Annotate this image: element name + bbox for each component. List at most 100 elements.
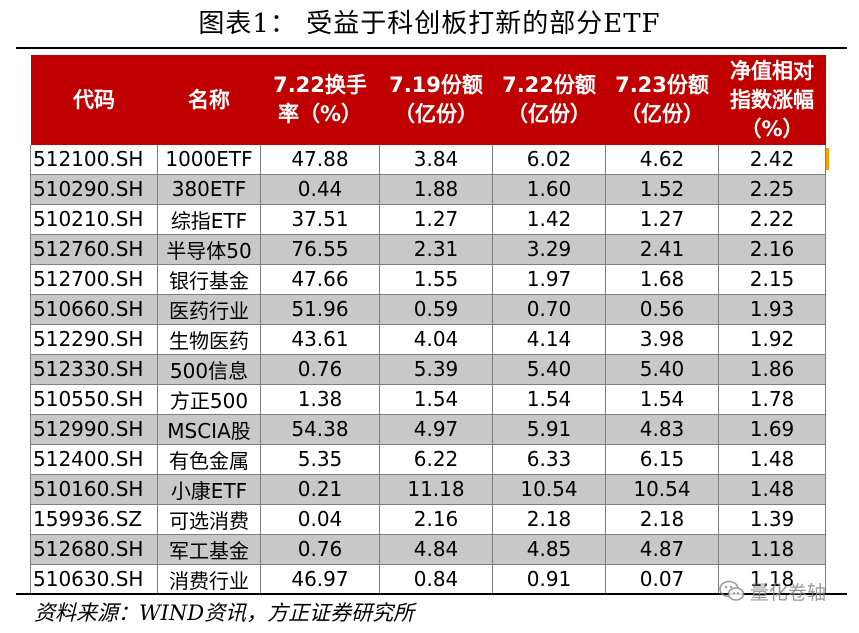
wechat-icon xyxy=(719,580,745,601)
column-header: 代码 xyxy=(30,55,158,145)
table-row: 512700.SH 银行基金 47.66 1.55 1.97 1.68 2.15 xyxy=(30,264,826,295)
table-cell: 512100.SH xyxy=(30,145,158,175)
table-cell: 4.87 xyxy=(605,534,719,565)
table-cell: 43.61 xyxy=(260,324,380,355)
table-cell: 2.16 xyxy=(379,504,493,535)
table-cell: 小康ETF xyxy=(157,474,261,505)
table-cell: 1.54 xyxy=(605,384,719,415)
table-cell: 512680.SH xyxy=(30,534,158,565)
column-header-line: 名称 xyxy=(188,87,230,112)
table-cell: 1.69 xyxy=(718,414,826,445)
column-header-line: （亿份） xyxy=(620,102,704,126)
table-cell: 6.33 xyxy=(492,444,606,475)
table-cell: 银行基金 xyxy=(157,264,261,295)
accent-mark xyxy=(826,148,829,170)
table-cell: 6.15 xyxy=(605,444,719,475)
bottom-rule xyxy=(16,593,847,595)
source-note: 资料来源：WIND资讯，方正证券研究所 xyxy=(34,601,415,625)
table-cell: 0.04 xyxy=(260,504,380,535)
table-cell: 有色金属 xyxy=(157,444,261,475)
table-cell: 159936.SZ xyxy=(30,504,158,535)
table-cell: 1.54 xyxy=(492,384,606,415)
table-cell: 512760.SH xyxy=(30,234,158,265)
column-header-line: 净值相对 xyxy=(730,58,814,83)
table-cell: 0.59 xyxy=(379,294,493,325)
table-cell: 380ETF xyxy=(157,174,261,205)
column-header-line: 7.22份额 xyxy=(502,73,596,97)
table-cell: 2.18 xyxy=(605,504,719,535)
table-cell: 2.18 xyxy=(492,504,606,535)
watermark: 量化卷轴 xyxy=(718,576,848,606)
table-cell: 1.48 xyxy=(718,474,826,505)
table-row: 510210.SH 综指ETF 37.51 1.27 1.42 1.27 2.22 xyxy=(30,204,826,235)
table-cell: 1.55 xyxy=(379,264,493,295)
table-cell: 2.41 xyxy=(605,234,719,265)
table-row: 512330.SH 500信息 0.76 5.39 5.40 5.40 1.86 xyxy=(30,354,826,385)
table-cell: 5.39 xyxy=(379,354,493,385)
table-row: 512760.SH 半导体50 76.55 2.31 3.29 2.41 2.16 xyxy=(30,234,826,265)
column-header-line: （亿份） xyxy=(394,102,478,126)
table-cell: 512700.SH xyxy=(30,264,158,295)
table-cell: 1.27 xyxy=(605,204,719,235)
table-row: 512680.SH 军工基金 0.76 4.84 4.85 4.87 1.18 xyxy=(30,534,826,565)
table-cell: 76.55 xyxy=(260,234,380,265)
table-cell: 3.29 xyxy=(492,234,606,265)
column-header: 7.22份额 （亿份） xyxy=(492,55,606,145)
table-cell: 2.31 xyxy=(379,234,493,265)
column-header: 名称 xyxy=(157,55,261,145)
table-row: 512990.SH MSCIA股 54.38 4.97 5.91 4.83 1.69 xyxy=(30,414,826,445)
table-cell: 方正500 xyxy=(157,384,261,415)
table-cell: 512330.SH xyxy=(30,354,158,385)
column-header: 净值相对 指数涨幅 （%） xyxy=(718,55,826,145)
table-cell: 0.21 xyxy=(260,474,380,505)
table-row: 159936.SZ 可选消费 0.04 2.16 2.18 2.18 1.39 xyxy=(30,504,826,535)
table-row: 510160.SH 小康ETF 0.21 11.18 10.54 10.54 1.48 xyxy=(30,474,826,505)
top-rule xyxy=(16,47,847,49)
table-cell: 1.39 xyxy=(718,504,826,535)
table-cell: 510290.SH xyxy=(30,174,158,205)
table-cell: 1.78 xyxy=(718,384,826,415)
table-cell: 0.76 xyxy=(260,354,380,385)
table-cell: 1.97 xyxy=(492,264,606,295)
table-cell: 1.18 xyxy=(718,534,826,565)
table-cell: 1.68 xyxy=(605,264,719,295)
table-cell: 37.51 xyxy=(260,204,380,235)
table-row: 510630.SH 消费行业 46.97 0.84 0.91 0.07 1.18 xyxy=(30,564,826,595)
table-cell: 510160.SH xyxy=(30,474,158,505)
table-cell: 5.35 xyxy=(260,444,380,475)
table-cell: 0.56 xyxy=(605,294,719,325)
table-cell: 4.83 xyxy=(605,414,719,445)
column-header-line: 7.19份额 xyxy=(389,73,483,97)
table-cell: 1.27 xyxy=(379,204,493,235)
table-cell: 510210.SH xyxy=(30,204,158,235)
table-cell: 1.42 xyxy=(492,204,606,235)
table-cell: 51.96 xyxy=(260,294,380,325)
table-cell: 2.25 xyxy=(718,174,826,205)
figure-title: 图表1： 受益于科创板打新的部分ETF xyxy=(198,9,661,39)
column-header: 7.19份额 （亿份） xyxy=(379,55,493,145)
table-cell: 510550.SH xyxy=(30,384,158,415)
table-row: 510290.SH 380ETF 0.44 1.88 1.60 1.52 2.25 xyxy=(30,174,826,205)
table-cell: 4.97 xyxy=(379,414,493,445)
table-cell: 综指ETF xyxy=(157,204,261,235)
watermark-text: 量化卷轴 xyxy=(750,581,827,604)
column-header-line: 7.23份额 xyxy=(615,73,709,97)
column-header-line: （亿份） xyxy=(507,102,591,126)
etf-table: 代码 名称 7.22换手 率（%） 7.19份额 （亿份） 7.22份额 （亿份） 7.23份额… xyxy=(30,55,826,595)
table-cell: 0.44 xyxy=(260,174,380,205)
table-cell: 0.84 xyxy=(379,564,493,595)
table-cell: 4.62 xyxy=(605,145,719,175)
table-cell: 2.22 xyxy=(718,204,826,235)
table-cell: 1.88 xyxy=(379,174,493,205)
table-cell: 3.98 xyxy=(605,324,719,355)
table-cell: 1.38 xyxy=(260,384,380,415)
table-cell: 3.84 xyxy=(379,145,493,175)
table-cell: 1.93 xyxy=(718,294,826,325)
table-cell: 510630.SH xyxy=(30,564,158,595)
table-cell: 军工基金 xyxy=(157,534,261,565)
table-cell: 47.88 xyxy=(260,145,380,175)
table-cell: 2.16 xyxy=(718,234,826,265)
table-cell: 1.54 xyxy=(379,384,493,415)
table-cell: 半导体50 xyxy=(157,234,261,265)
table-row: 512290.SH 生物医药 43.61 4.04 4.14 3.98 1.92 xyxy=(30,324,826,355)
